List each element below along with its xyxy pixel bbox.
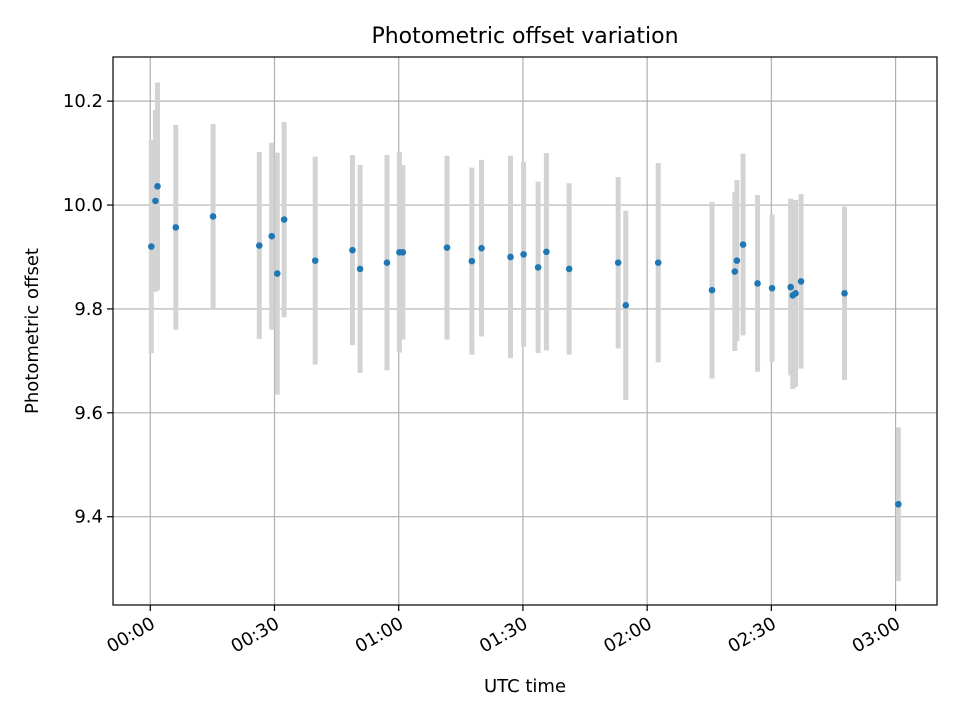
data-point (256, 242, 263, 249)
data-point (654, 259, 662, 266)
data-points (148, 183, 902, 508)
data-point (468, 257, 476, 265)
data-point (543, 248, 550, 256)
y-tick-label: 9.8 (74, 299, 103, 320)
data-point (209, 213, 217, 220)
data-point (268, 232, 276, 240)
data-point (731, 268, 739, 275)
data-point (739, 241, 747, 248)
data-point (768, 284, 776, 292)
data-point (792, 290, 799, 297)
x-axis-label: UTC time (484, 676, 566, 697)
data-point (273, 270, 281, 277)
data-point (708, 286, 716, 294)
data-point (754, 280, 761, 287)
y-axis-ticks: 9.4 9.6 9.8 10.0 10.2 (63, 91, 113, 528)
data-point (733, 257, 741, 264)
plot-frame (112, 56, 938, 606)
data-point (622, 301, 630, 309)
data-point (841, 290, 848, 297)
y-tick-label: 10.2 (63, 91, 103, 112)
y-axis-label: Photometric offset (22, 248, 43, 414)
data-point (311, 257, 319, 264)
chart-title: Photometric offset variation (371, 24, 678, 49)
data-point (520, 251, 527, 258)
data-point (443, 244, 451, 251)
data-point (895, 500, 902, 508)
data-point (534, 264, 542, 271)
data-point (399, 249, 407, 256)
data-point (172, 224, 180, 231)
data-point (148, 243, 155, 250)
data-point (383, 259, 391, 266)
data-point (154, 183, 161, 190)
data-point (280, 216, 288, 223)
data-point (614, 259, 622, 266)
data-point (356, 265, 364, 273)
data-point (152, 197, 159, 205)
y-tick-label: 10.0 (63, 195, 103, 216)
data-point (507, 253, 514, 261)
data-point (478, 244, 485, 252)
data-point (565, 265, 573, 273)
data-point (797, 278, 805, 285)
y-tick-label: 9.4 (74, 507, 103, 528)
y-tick-label: 9.6 (74, 403, 103, 424)
data-point (787, 283, 794, 291)
data-point (349, 246, 356, 254)
